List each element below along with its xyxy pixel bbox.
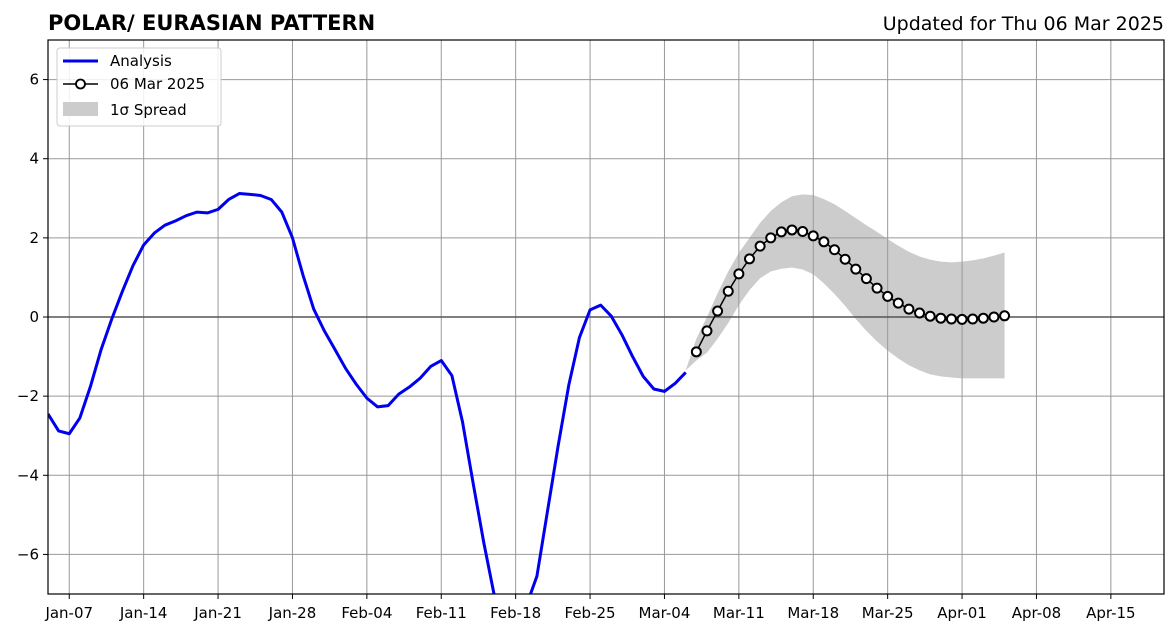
legend-spread-label: 1σ Spread <box>110 101 187 119</box>
forecast-point-22 <box>914 307 926 319</box>
forecast-point-1 <box>690 346 702 358</box>
x-tick-label: Mar-04 <box>639 604 691 622</box>
analysis-series-layer <box>48 192 687 594</box>
x-tick-label: Feb-04 <box>341 604 392 622</box>
forecast-point-23 <box>924 310 936 322</box>
forecast-point-16 <box>850 263 862 275</box>
y-tick-label: −4 <box>17 466 39 484</box>
forecast-point-5 <box>733 268 745 280</box>
y-axis-ticks: −6 −4 −2 0 2 4 6 <box>17 71 48 563</box>
legend: Analysis 06 Mar 2025 1σ Spread <box>56 47 222 127</box>
x-tick-label: Jan-28 <box>268 604 317 622</box>
x-tick-label: Mar-11 <box>713 604 765 622</box>
forecast-point-6 <box>743 253 755 265</box>
forecast-point-30 <box>999 310 1011 322</box>
x-axis-ticks: Jan-07 Jan-14 Jan-21 Jan-28 Feb-04 Feb-11 Feb-… <box>44 594 1136 622</box>
y-tick-label: −6 <box>17 545 39 563</box>
forecast-point-19 <box>882 290 894 302</box>
x-tick-label: Feb-11 <box>416 604 467 622</box>
forecast-point-15 <box>839 253 851 265</box>
legend-forecast-label: 06 Mar 2025 <box>110 75 205 93</box>
forecast-point-14 <box>829 244 841 256</box>
legend-forecast-swatch-marker <box>75 78 86 90</box>
forecast-point-27 <box>967 313 979 325</box>
y-tick-label: −2 <box>17 387 39 405</box>
y-tick-label: 6 <box>29 71 39 89</box>
legend-analysis-label: Analysis <box>110 52 172 70</box>
y-tick-label: 2 <box>29 229 39 247</box>
forecast-point-7 <box>754 240 766 252</box>
x-tick-label: Mar-18 <box>787 604 839 622</box>
spread-band-layer <box>685 194 1005 379</box>
forecast-point-9 <box>775 226 787 238</box>
forecast-point-20 <box>892 297 904 309</box>
forecast-point-28 <box>977 312 989 324</box>
legend-spread-swatch <box>63 102 98 116</box>
forecast-point-26 <box>956 313 968 325</box>
forecast-point-10 <box>786 224 798 236</box>
forecast-point-3 <box>712 305 724 317</box>
chart-subtitle: Updated for Thu 06 Mar 2025 <box>883 13 1164 35</box>
forecast-point-4 <box>722 285 734 297</box>
x-tick-label: Mar-25 <box>862 604 914 622</box>
y-tick-label: 4 <box>29 150 39 168</box>
forecast-point-25 <box>945 313 957 325</box>
x-tick-label: Jan-14 <box>119 604 168 622</box>
forecast-point-12 <box>807 230 819 242</box>
forecast-point-8 <box>765 232 777 244</box>
x-tick-label: Jan-07 <box>44 604 93 622</box>
forecast-point-13 <box>818 236 830 248</box>
x-tick-label: Apr-01 <box>937 604 987 622</box>
forecast-point-29 <box>988 311 1000 323</box>
forecast-point-24 <box>935 312 947 324</box>
forecast-point-17 <box>860 273 872 285</box>
forecast-point-2 <box>701 325 713 337</box>
x-tick-label: Apr-15 <box>1086 604 1136 622</box>
chart-title: POLAR/ EURASIAN PATTERN <box>48 11 375 35</box>
x-tick-label: Feb-25 <box>565 604 616 622</box>
forecast-series-layer <box>690 224 1011 358</box>
forecast-point-11 <box>797 226 809 238</box>
forecast-point-21 <box>903 303 915 315</box>
x-tick-label: Jan-21 <box>193 604 242 622</box>
x-tick-label: Apr-08 <box>1012 604 1062 622</box>
spread-band <box>685 194 1005 379</box>
y-tick-label: 0 <box>29 308 39 326</box>
forecast-point-18 <box>871 282 883 294</box>
x-tick-label: Feb-18 <box>490 604 541 622</box>
analysis-line <box>48 192 687 594</box>
